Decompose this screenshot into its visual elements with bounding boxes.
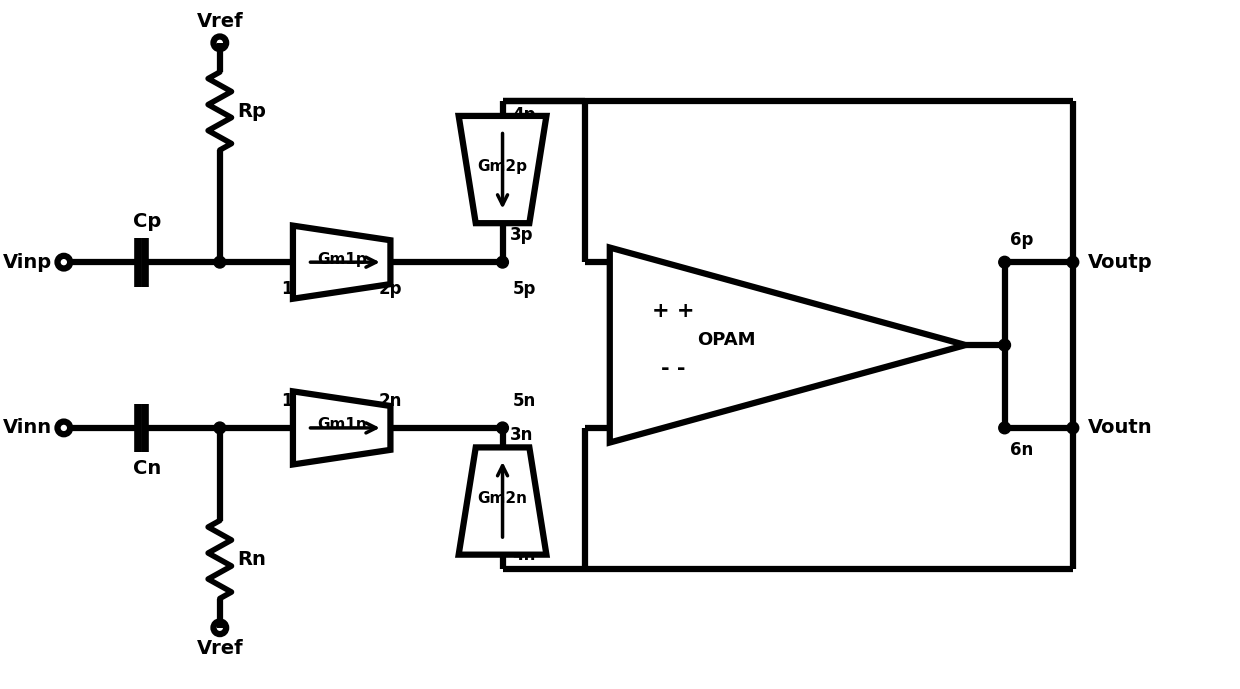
Text: Vinn: Vinn (2, 418, 52, 438)
Text: Vref: Vref (196, 639, 243, 659)
Text: Gm1n: Gm1n (316, 418, 367, 433)
Text: 1n: 1n (281, 392, 305, 411)
Text: Gm2n: Gm2n (477, 491, 527, 506)
Text: Gm1p: Gm1p (316, 251, 367, 267)
Text: + +: + + (652, 301, 694, 321)
Circle shape (1068, 256, 1079, 268)
Text: Voutp: Voutp (1087, 253, 1152, 271)
Text: Vinp: Vinp (2, 253, 52, 271)
Text: 2p: 2p (378, 280, 402, 298)
Circle shape (215, 422, 226, 434)
Circle shape (497, 422, 508, 434)
Circle shape (998, 256, 1011, 268)
Polygon shape (459, 447, 547, 555)
Polygon shape (293, 391, 391, 464)
Text: Rn: Rn (237, 550, 267, 569)
Text: 4n: 4n (512, 546, 536, 564)
Text: 5n: 5n (512, 392, 536, 411)
Text: Gm2p: Gm2p (477, 159, 527, 174)
Text: 6p: 6p (1009, 232, 1033, 249)
Text: - -: - - (661, 360, 686, 380)
Text: 6n: 6n (1009, 440, 1033, 459)
Circle shape (215, 256, 226, 268)
Text: Cn: Cn (133, 459, 161, 478)
Circle shape (998, 422, 1011, 434)
Text: 3n: 3n (511, 426, 533, 444)
Text: 2n: 2n (378, 392, 402, 411)
Text: 1p: 1p (281, 280, 305, 298)
Circle shape (998, 339, 1011, 351)
Circle shape (1068, 422, 1079, 434)
Text: Voutn: Voutn (1087, 418, 1152, 438)
Text: 5p: 5p (512, 280, 536, 298)
Circle shape (497, 256, 508, 268)
Text: 3p: 3p (511, 226, 534, 244)
Text: Vref: Vref (196, 12, 243, 31)
Polygon shape (610, 247, 966, 442)
Text: OPAM: OPAM (698, 331, 756, 349)
Text: Rp: Rp (237, 101, 267, 121)
Text: 4p: 4p (512, 106, 536, 124)
Text: Cp: Cp (133, 212, 161, 231)
Polygon shape (293, 225, 391, 299)
Polygon shape (459, 116, 547, 223)
